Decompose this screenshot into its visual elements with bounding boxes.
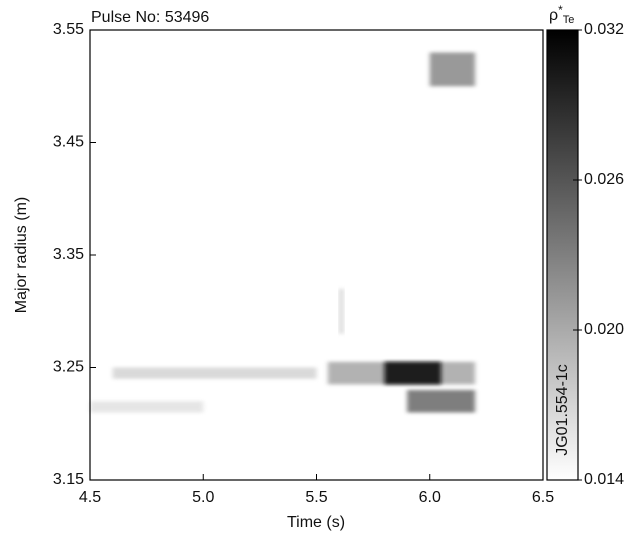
heat-cell	[429, 52, 476, 87]
heat-cell	[407, 390, 476, 413]
colorbar-tick-label: 0.026	[584, 171, 624, 188]
heat-cell	[112, 367, 317, 379]
x-tick-label: 5.5	[305, 489, 327, 506]
y-tick-label: 3.45	[53, 134, 84, 151]
label-sup: *	[558, 3, 563, 17]
label-sub: Te	[563, 14, 575, 26]
heat-cell	[384, 361, 442, 385]
x-axis-label: Time (s)	[287, 514, 345, 531]
colorbar-note: JG01.554-1c	[554, 364, 571, 456]
y-tick-label: 3.35	[53, 246, 84, 263]
heat-cell	[90, 401, 204, 413]
x-tick-label: 5.0	[192, 489, 214, 506]
label-base: ρ	[549, 7, 558, 24]
x-tick-label: 6.5	[532, 489, 554, 506]
y-tick-label: 3.25	[53, 359, 84, 376]
y-axis-label: Major radius (m)	[13, 197, 30, 313]
colorbar-tick-label: 0.032	[584, 21, 624, 38]
chart-title: Pulse No: 53496	[91, 9, 209, 26]
y-tick-label: 3.55	[53, 21, 84, 38]
colorbar	[546, 29, 579, 481]
colorbar-label: ρ*Te	[549, 3, 574, 26]
colorbar-tick-label: 0.014	[584, 471, 624, 488]
x-tick-label: 6.0	[419, 489, 441, 506]
heat-cell	[339, 288, 344, 334]
x-tick-label: 4.5	[79, 489, 101, 506]
colorbar-tick-label: 0.020	[584, 321, 624, 338]
y-tick-label: 3.15	[53, 471, 84, 488]
